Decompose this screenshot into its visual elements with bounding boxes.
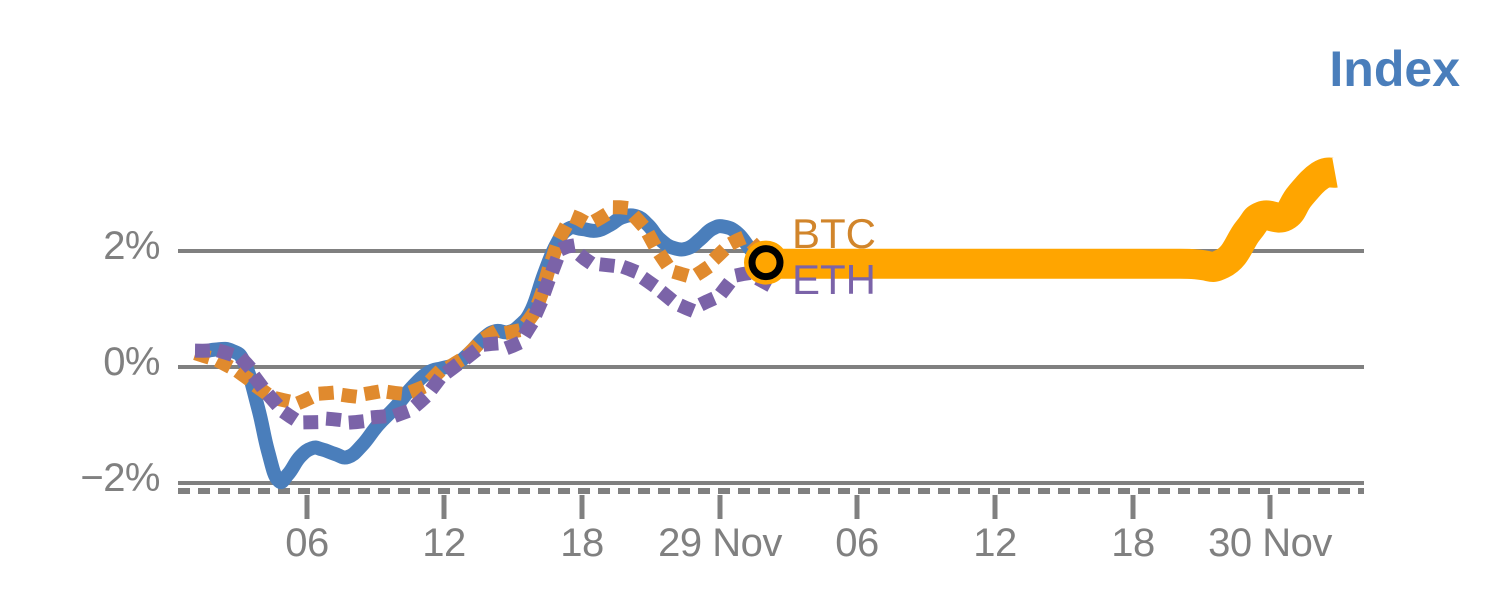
series-line-eth bbox=[194, 239, 776, 430]
y-axis-tick-label: −2% bbox=[80, 456, 160, 500]
y-axis-tick-label: 2% bbox=[103, 224, 160, 268]
x-axis-tick-label: 18 bbox=[560, 521, 604, 565]
current-value-marker bbox=[744, 240, 788, 285]
y-axis-tick-label: 0% bbox=[103, 340, 160, 384]
series-label-eth: ETH bbox=[792, 256, 876, 303]
x-axis-tick-label: 29 Nov bbox=[658, 521, 782, 565]
series-label-btc: BTC bbox=[792, 210, 876, 257]
x-axis-tick-label: 06 bbox=[835, 521, 879, 565]
xtick-group bbox=[304, 495, 1273, 519]
series-line-forecast bbox=[765, 157, 1338, 282]
x-axis-tick-label: 06 bbox=[285, 521, 329, 565]
x-axis-tick-label: 12 bbox=[973, 521, 1017, 565]
series-line-btc bbox=[193, 200, 776, 410]
page-title: Index bbox=[1329, 41, 1460, 97]
x-axis-tick-label: 12 bbox=[422, 521, 466, 565]
x-axis-tick-label: 18 bbox=[1111, 521, 1155, 565]
x-axis-tick-label: 30 Nov bbox=[1208, 521, 1332, 565]
marker-ring-icon[interactable] bbox=[748, 245, 784, 281]
series-group bbox=[193, 157, 1338, 489]
